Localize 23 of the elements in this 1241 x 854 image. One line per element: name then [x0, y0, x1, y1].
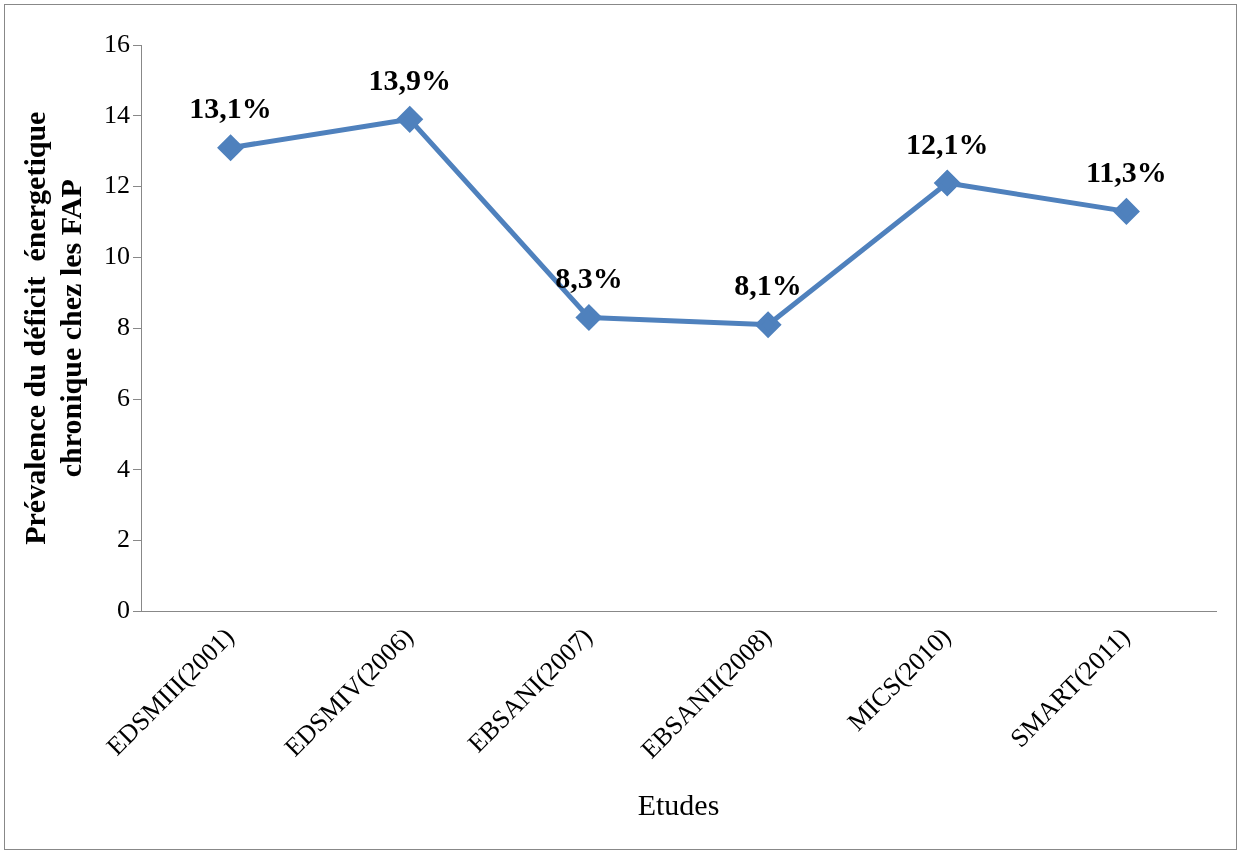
y-tick-label: 4 — [117, 453, 130, 483]
data-label: 8,3% — [555, 261, 623, 295]
point — [934, 170, 960, 196]
point — [576, 305, 602, 331]
data-label: 8,1% — [734, 268, 802, 302]
x-axis-title: Etudes — [637, 787, 720, 821]
y-tick-label: 2 — [117, 524, 130, 554]
data-label: 13,1% — [189, 91, 272, 125]
y-tick-label: 6 — [117, 382, 130, 412]
y-tick-label: 14 — [104, 99, 130, 129]
y-tick-label: 8 — [117, 312, 130, 342]
point — [218, 135, 244, 161]
y-tick-label: 10 — [104, 241, 130, 271]
point — [1113, 198, 1139, 224]
y-tick-label: 0 — [117, 595, 130, 625]
data-label: 13,9% — [368, 63, 451, 97]
data-label: 11,3% — [1085, 155, 1167, 189]
data-label: 12,1% — [906, 126, 989, 160]
y-axis-title: Prévalence du déficit énergetique chronique chez les FAP — [17, 111, 87, 545]
y-tick-label: 12 — [104, 170, 130, 200]
y-tick-label: 16 — [104, 28, 130, 58]
point — [755, 312, 781, 338]
point — [397, 106, 423, 132]
